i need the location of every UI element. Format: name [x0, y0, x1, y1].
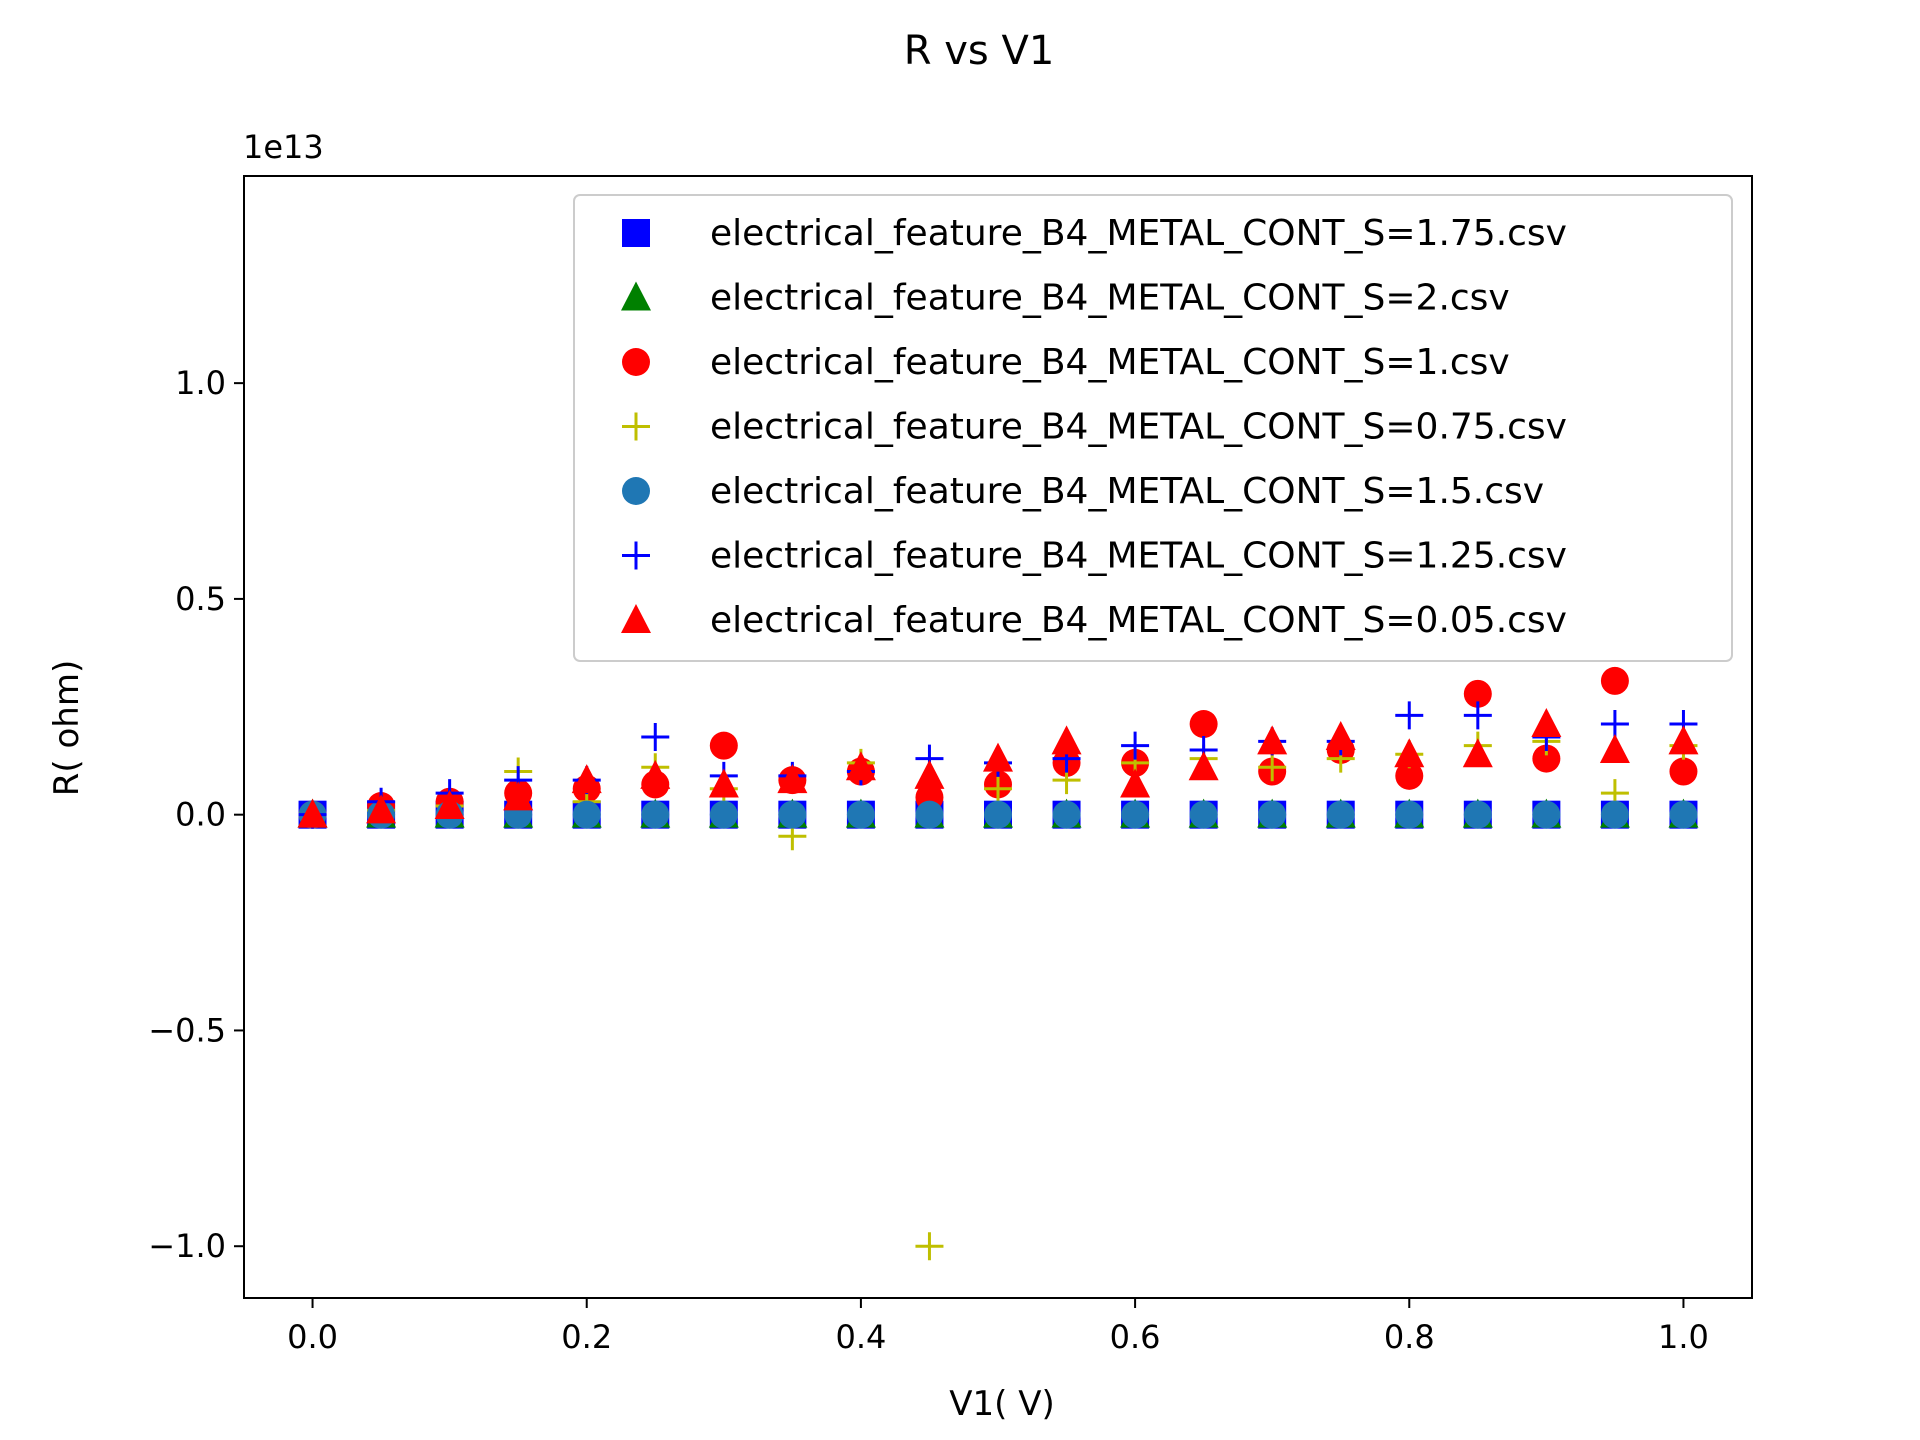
data-point [1600, 710, 1629, 739]
legend-label: electrical_feature_B4_METAL_CONT_S=1.25.… [710, 536, 1567, 577]
data-point [1532, 744, 1561, 773]
data-point [1121, 731, 1150, 760]
data-point [1600, 666, 1629, 695]
data-points [297, 666, 1699, 1261]
data-point [640, 759, 671, 789]
legend-label: electrical_feature_B4_METAL_CONT_S=2.csv [710, 278, 1510, 319]
data-point [434, 790, 465, 820]
y-tick-label: −0.5 [148, 1011, 226, 1049]
data-point [572, 800, 601, 829]
data-point [1051, 725, 1082, 755]
legend-marker [621, 281, 651, 311]
legend-label: electrical_feature_B4_METAL_CONT_S=1.5.c… [710, 471, 1544, 512]
x-tick-label: 0.6 [1110, 1318, 1161, 1356]
data-point [1052, 800, 1081, 829]
data-point [1395, 701, 1424, 730]
legend-marker [622, 477, 650, 505]
x-tick-label: 0.0 [287, 1318, 338, 1356]
data-point [1395, 761, 1424, 790]
legend-marker [622, 412, 650, 441]
data-point [1395, 800, 1424, 829]
data-point [914, 759, 945, 789]
data-point [1668, 725, 1699, 755]
data-point [1669, 757, 1698, 786]
data-point [1599, 733, 1630, 763]
data-point [1463, 679, 1492, 708]
plot-frame [243, 175, 1753, 1299]
data-point [1188, 751, 1219, 781]
data-point [641, 800, 670, 829]
series-7 [297, 708, 1699, 828]
legend-label: electrical_feature_B4_METAL_CONT_S=0.75.… [710, 407, 1567, 448]
data-point [1462, 738, 1493, 768]
y-offset-label: 1e13 [243, 128, 324, 166]
data-point [708, 768, 739, 798]
data-point [1669, 800, 1698, 829]
x-tick-label: 1.0 [1658, 1318, 1709, 1356]
data-point [984, 800, 1012, 829]
data-point [1325, 721, 1356, 750]
data-point [1189, 710, 1218, 739]
data-point [1120, 768, 1151, 798]
data-point [709, 800, 738, 829]
data-point [1258, 753, 1287, 782]
y-axis-label: R( ohm) [47, 660, 87, 796]
y-tick-label: −1.0 [148, 1227, 226, 1265]
data-point [1121, 800, 1150, 829]
tick-layer: 0.0 0.2 0.4 0.6 0.8 1.0 −1.0 −0.5 0.0 0.5 1.0 [148, 364, 1709, 1356]
data-point [1189, 800, 1218, 829]
legend-label: electrical_feature_B4_METAL_CONT_S=1.csv [710, 342, 1510, 383]
legend-label: electrical_feature_B4_METAL_CONT_S=0.05.… [710, 600, 1567, 641]
legend-marker [622, 348, 650, 376]
data-point [915, 800, 944, 829]
x-tick-label: 0.2 [561, 1318, 612, 1356]
data-point [1463, 701, 1492, 730]
data-point [983, 742, 1013, 772]
data-point [366, 794, 397, 824]
data-point [503, 781, 534, 811]
legend-marker [621, 604, 651, 633]
data-point [1463, 800, 1492, 829]
x-tick-label: 0.8 [1384, 1318, 1435, 1356]
legend-box [573, 194, 1733, 662]
data-point [571, 764, 602, 794]
legend: electrical_feature_B4_METAL_CONT_S=1.75.… [573, 194, 1733, 662]
data-point [915, 1232, 944, 1261]
legend-marker [622, 219, 650, 247]
data-point [777, 764, 808, 794]
data-point [1258, 800, 1287, 829]
data-point [1532, 800, 1561, 829]
data-point [297, 798, 328, 828]
data-point [845, 751, 876, 781]
y-tick-label: 1.0 [175, 364, 226, 402]
x-tick-label: 0.4 [835, 1318, 886, 1356]
data-point [1531, 708, 1562, 738]
data-point [641, 723, 670, 751]
data-point [984, 774, 1012, 803]
legend-marker [622, 541, 650, 570]
data-point [1326, 800, 1355, 829]
data-point [1257, 725, 1288, 755]
y-tick-label: 0.0 [175, 796, 226, 834]
chart-title: R vs V1 [904, 28, 1055, 74]
data-point [846, 800, 875, 829]
y-tick-label: 0.5 [175, 580, 226, 618]
data-point [709, 731, 738, 760]
data-point [1394, 738, 1425, 768]
data-point [778, 800, 807, 829]
data-point [1600, 800, 1629, 829]
x-axis-label: V1( V) [949, 1384, 1055, 1424]
legend-label: electrical_feature_B4_METAL_CONT_S=1.75.… [710, 213, 1567, 254]
plot-area [243, 175, 1753, 1299]
